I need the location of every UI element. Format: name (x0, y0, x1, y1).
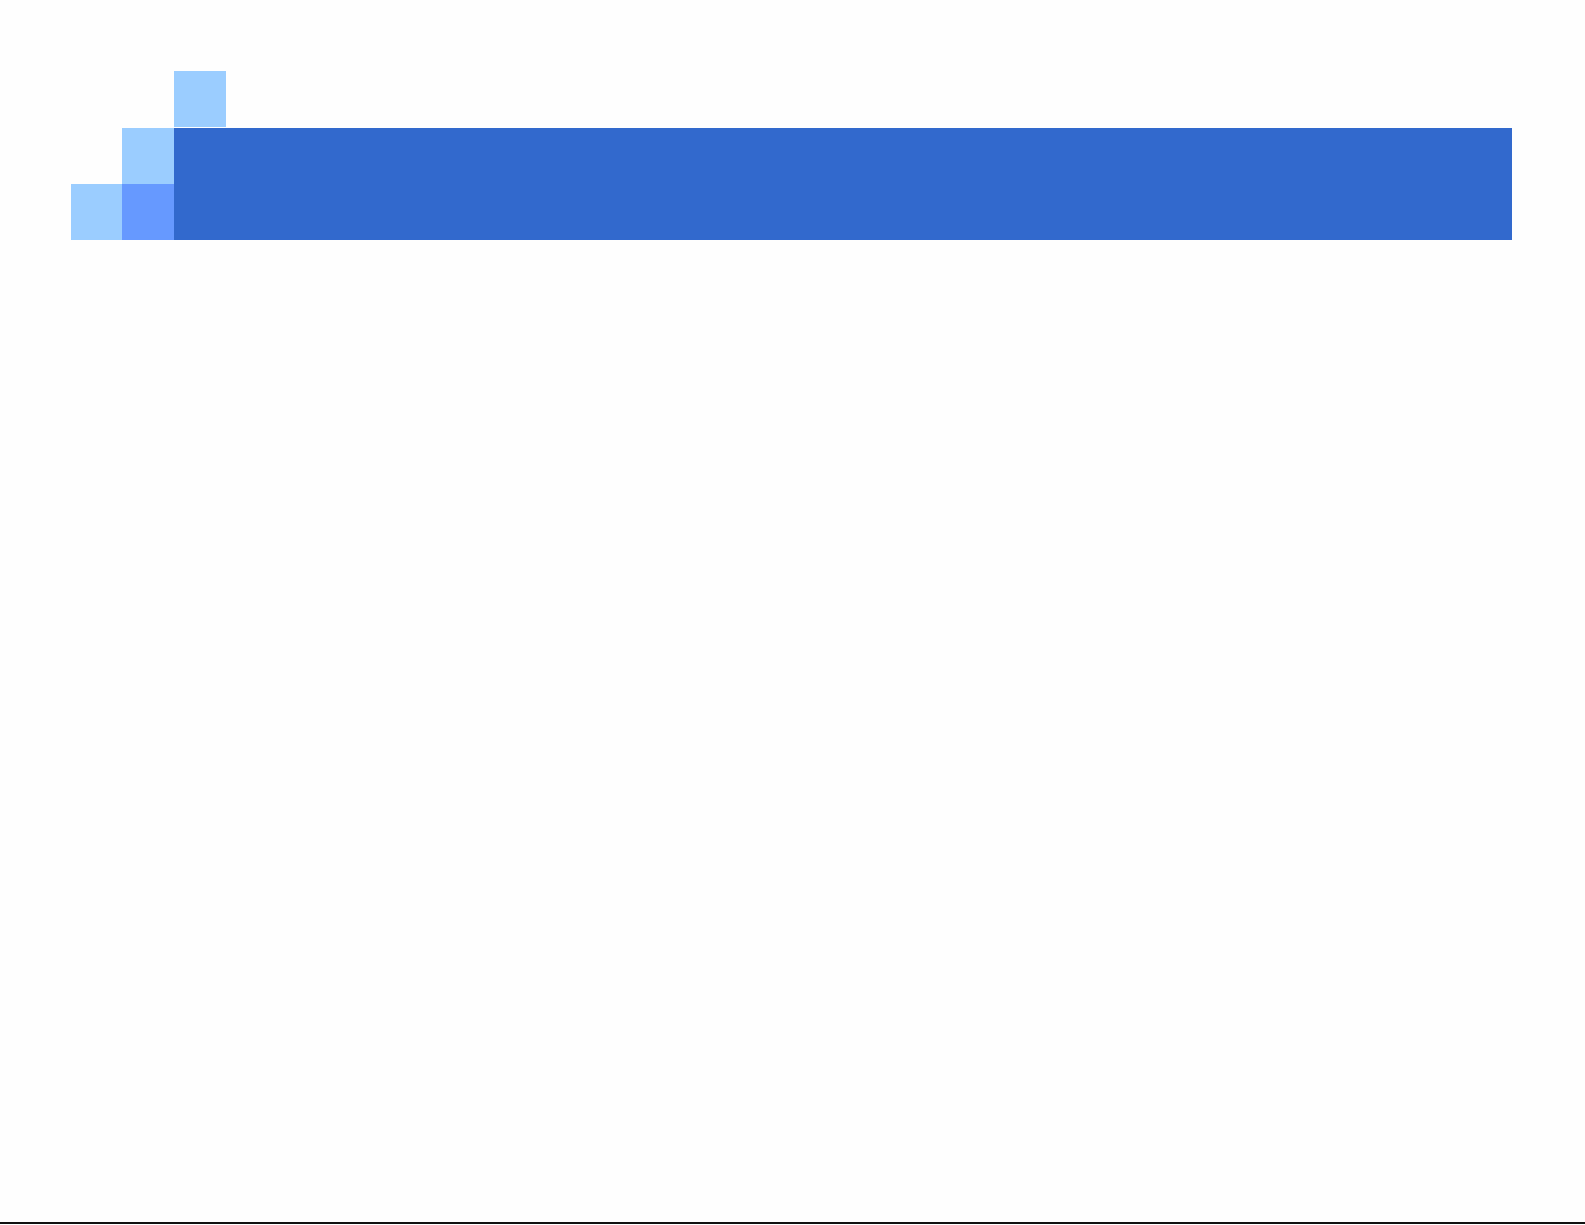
decor-square-medium (122, 184, 174, 240)
decor-square-light (71, 184, 123, 240)
decor-square-light (174, 71, 226, 127)
decor-square-light (122, 128, 174, 184)
title-banner (174, 128, 1512, 240)
bottom-divider (0, 1222, 1585, 1224)
